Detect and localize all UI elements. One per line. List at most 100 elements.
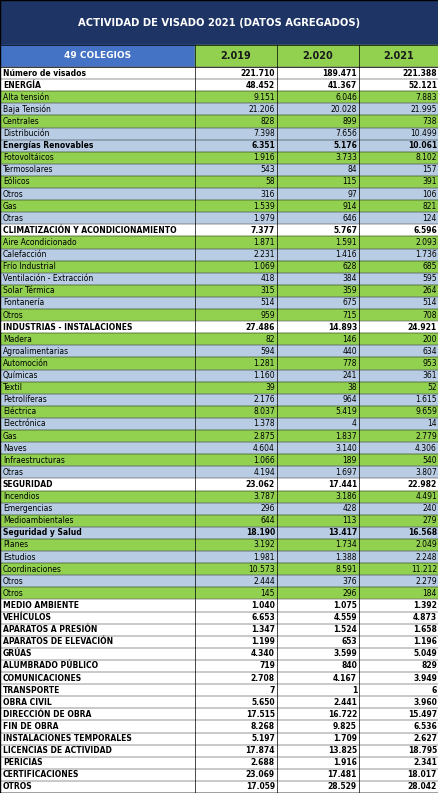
Text: 1.392: 1.392 bbox=[412, 601, 436, 610]
Text: MEDIO AMBIENTE: MEDIO AMBIENTE bbox=[3, 601, 79, 610]
Text: 4.604: 4.604 bbox=[253, 443, 274, 453]
Text: 675: 675 bbox=[342, 298, 356, 308]
Text: APARATOS A PRESIÓN: APARATOS A PRESIÓN bbox=[3, 625, 97, 634]
Text: 1.539: 1.539 bbox=[253, 201, 274, 211]
Bar bbox=[0, 575, 438, 588]
Text: 58: 58 bbox=[265, 178, 274, 186]
Text: 1.160: 1.160 bbox=[253, 371, 274, 380]
Text: 5.419: 5.419 bbox=[335, 408, 356, 416]
Text: Incendios: Incendios bbox=[3, 492, 39, 501]
Text: 914: 914 bbox=[342, 201, 356, 211]
Text: 514: 514 bbox=[421, 298, 436, 308]
Text: Planes: Planes bbox=[3, 541, 28, 550]
Bar bbox=[0, 91, 438, 103]
Text: 7.377: 7.377 bbox=[250, 226, 274, 235]
Text: Otras: Otras bbox=[3, 214, 24, 223]
Text: SEGURIDAD: SEGURIDAD bbox=[3, 480, 53, 489]
Text: 440: 440 bbox=[342, 347, 356, 356]
Text: 189: 189 bbox=[342, 456, 356, 465]
Text: 8.268: 8.268 bbox=[250, 722, 274, 731]
Text: 2.279: 2.279 bbox=[414, 577, 436, 586]
Text: 4.873: 4.873 bbox=[412, 613, 436, 622]
Text: Ventilación - Extracción: Ventilación - Extracción bbox=[3, 274, 93, 283]
Text: 49 COLEGIOS: 49 COLEGIOS bbox=[64, 52, 131, 60]
Text: 953: 953 bbox=[421, 359, 436, 368]
Text: Calefacción: Calefacción bbox=[3, 250, 47, 259]
Text: INSTALACIONES TEMPORALES: INSTALACIONES TEMPORALES bbox=[3, 734, 131, 743]
Bar bbox=[0, 648, 438, 660]
Bar bbox=[0, 708, 438, 720]
Text: 594: 594 bbox=[260, 347, 274, 356]
Bar bbox=[0, 551, 438, 563]
Text: 189.471: 189.471 bbox=[321, 68, 356, 78]
Text: 28.529: 28.529 bbox=[327, 783, 356, 791]
Bar bbox=[194, 45, 276, 67]
Bar bbox=[0, 442, 438, 454]
Text: 1.658: 1.658 bbox=[412, 625, 436, 634]
Text: Madera: Madera bbox=[3, 335, 32, 343]
Text: 4.194: 4.194 bbox=[253, 468, 274, 477]
Text: 4: 4 bbox=[351, 419, 356, 428]
Text: 3.960: 3.960 bbox=[412, 698, 436, 707]
Text: 221.388: 221.388 bbox=[402, 68, 436, 78]
Text: 17.059: 17.059 bbox=[245, 783, 274, 791]
Text: 3.949: 3.949 bbox=[412, 673, 436, 683]
Text: 39: 39 bbox=[265, 383, 274, 393]
Text: 1.347: 1.347 bbox=[251, 625, 274, 634]
Text: 1.837: 1.837 bbox=[335, 431, 356, 441]
Text: Alta tensión: Alta tensión bbox=[3, 93, 49, 102]
Bar bbox=[0, 297, 438, 309]
Bar bbox=[0, 151, 438, 164]
Text: 685: 685 bbox=[421, 262, 436, 271]
Bar bbox=[0, 611, 438, 623]
Text: 5.767: 5.767 bbox=[332, 226, 356, 235]
Text: 240: 240 bbox=[421, 504, 436, 513]
Text: 221.710: 221.710 bbox=[240, 68, 274, 78]
Bar bbox=[0, 454, 438, 466]
Text: Fontanería: Fontanería bbox=[3, 298, 44, 308]
Bar bbox=[0, 176, 438, 188]
Text: 828: 828 bbox=[260, 117, 274, 126]
Text: 9.659: 9.659 bbox=[414, 408, 436, 416]
Text: Seguridad y Salud: Seguridad y Salud bbox=[3, 528, 81, 538]
Text: 279: 279 bbox=[421, 516, 436, 525]
Bar bbox=[0, 588, 438, 600]
Bar bbox=[0, 381, 438, 393]
Text: Número de visados: Número de visados bbox=[3, 68, 86, 78]
Text: 41.367: 41.367 bbox=[327, 81, 356, 90]
Text: 15.497: 15.497 bbox=[407, 710, 436, 718]
Bar bbox=[0, 321, 438, 333]
Text: 113: 113 bbox=[342, 516, 356, 525]
Text: 23.069: 23.069 bbox=[245, 770, 274, 780]
Text: 418: 418 bbox=[260, 274, 274, 283]
Text: 4.306: 4.306 bbox=[414, 443, 436, 453]
Text: 5.176: 5.176 bbox=[332, 141, 356, 150]
Bar bbox=[0, 478, 438, 491]
Text: CERTIFICACIONES: CERTIFICACIONES bbox=[3, 770, 79, 780]
Text: 2.021: 2.021 bbox=[383, 51, 413, 61]
Bar bbox=[0, 116, 438, 128]
Text: 21.995: 21.995 bbox=[410, 105, 436, 114]
Bar bbox=[0, 527, 438, 539]
Text: 2.176: 2.176 bbox=[253, 395, 274, 404]
Text: 7.656: 7.656 bbox=[334, 129, 356, 138]
Text: OTROS: OTROS bbox=[3, 783, 32, 791]
Text: 9.825: 9.825 bbox=[332, 722, 356, 731]
Bar bbox=[0, 684, 438, 696]
Text: 296: 296 bbox=[260, 504, 274, 513]
Text: Solar Térmica: Solar Térmica bbox=[3, 286, 54, 295]
Text: 8.037: 8.037 bbox=[253, 408, 274, 416]
Text: 738: 738 bbox=[421, 117, 436, 126]
Text: 1.734: 1.734 bbox=[335, 541, 356, 550]
Text: Otros: Otros bbox=[3, 311, 24, 320]
Text: 10.499: 10.499 bbox=[410, 129, 436, 138]
Text: 2.019: 2.019 bbox=[220, 51, 251, 61]
Bar bbox=[0, 430, 438, 442]
Text: 22.982: 22.982 bbox=[407, 480, 436, 489]
Bar bbox=[0, 491, 438, 503]
Text: 428: 428 bbox=[342, 504, 356, 513]
Text: 514: 514 bbox=[260, 298, 274, 308]
Bar bbox=[0, 79, 438, 91]
Bar bbox=[0, 261, 438, 273]
Text: 24.921: 24.921 bbox=[407, 323, 436, 331]
